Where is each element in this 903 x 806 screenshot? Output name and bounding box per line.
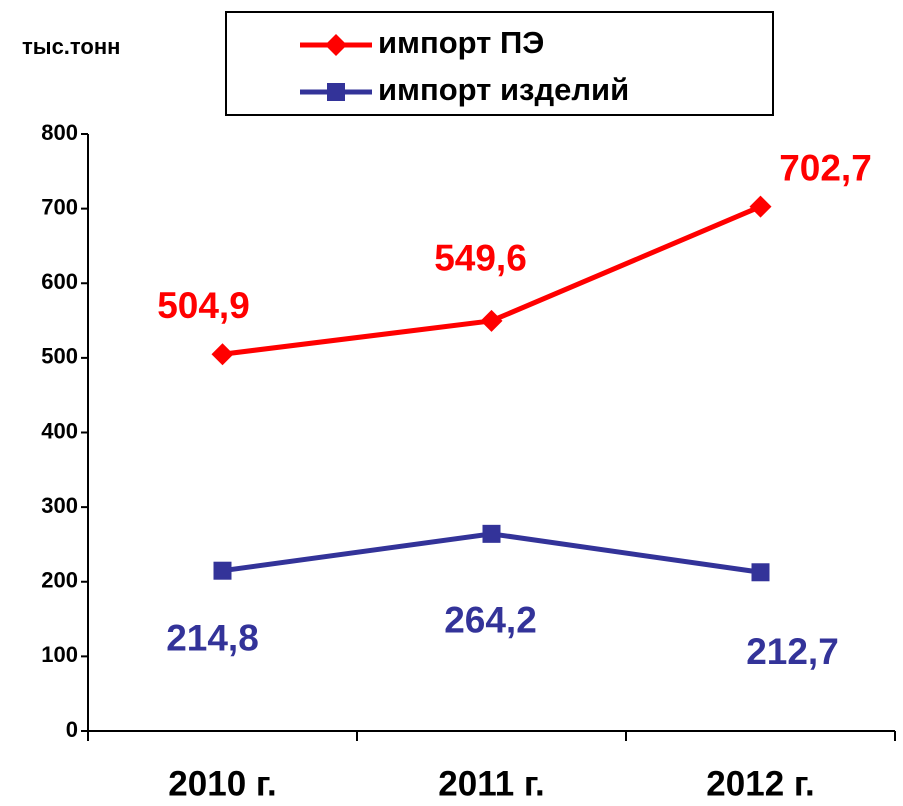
data-point <box>749 195 772 218</box>
x-tick-label: 2012 г. <box>706 764 814 803</box>
y-tick-label: 700 <box>41 194 78 219</box>
data-label: 549,6 <box>434 238 527 279</box>
data-point <box>211 343 234 366</box>
legend-marker <box>327 83 345 101</box>
data-label: 214,8 <box>166 617 259 658</box>
data-point <box>480 309 503 332</box>
y-tick-label: 600 <box>41 269 78 294</box>
y-tick-label: 0 <box>66 717 78 742</box>
data-point <box>751 563 770 582</box>
x-tick-label: 2011 г. <box>438 764 544 803</box>
data-label: 702,7 <box>779 147 872 188</box>
y-tick-label: 200 <box>41 568 78 593</box>
y-tick-label: 300 <box>41 493 78 518</box>
y-tick-label: 800 <box>41 120 78 145</box>
series-line <box>222 204 762 357</box>
x-tick-label: 2010 г. <box>168 764 276 803</box>
y-tick-label: 100 <box>41 642 78 667</box>
data-point <box>482 524 501 543</box>
data-label: 212,7 <box>746 631 839 672</box>
y-tick-label: 400 <box>41 418 78 443</box>
legend-marker <box>325 34 347 56</box>
legend-label: импорт ПЭ <box>378 25 544 60</box>
y-tick-label: 500 <box>41 344 78 369</box>
y-axis-label: тыс.тонн <box>22 34 120 59</box>
data-label: 264,2 <box>444 600 537 641</box>
legend-box <box>225 11 774 116</box>
legend-label: импорт изделий <box>378 72 629 107</box>
data-label: 504,9 <box>157 285 250 326</box>
data-point <box>213 561 232 580</box>
